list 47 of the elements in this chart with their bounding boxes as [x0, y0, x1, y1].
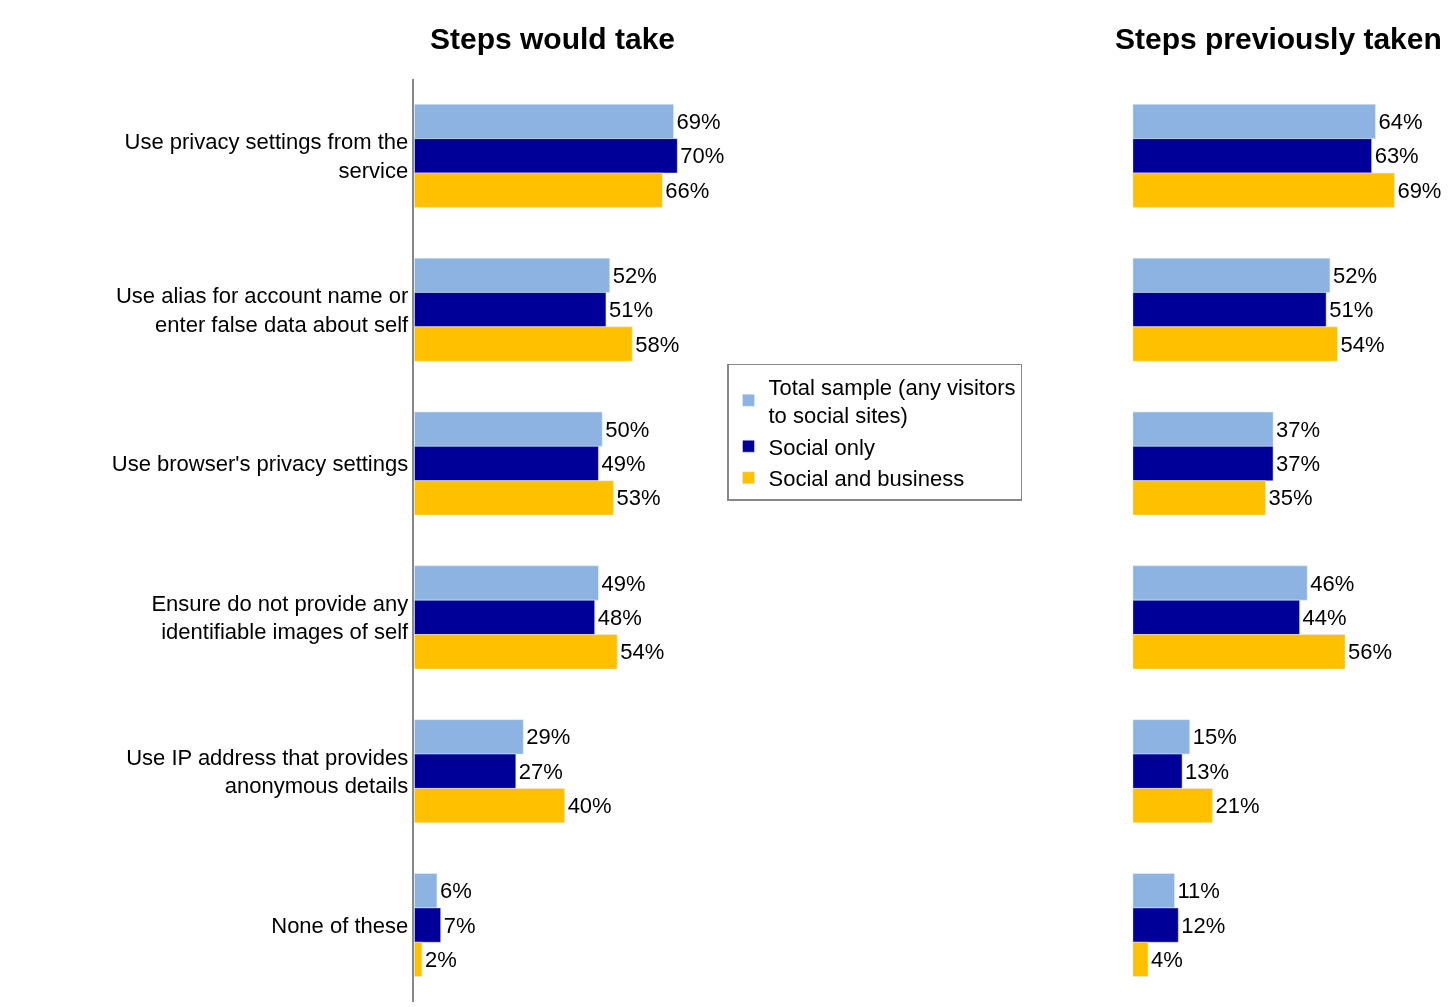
- y-tick-label: None of these: [271, 912, 409, 938]
- data-label: 56%: [1348, 639, 1393, 665]
- data-label: 4%: [1150, 946, 1183, 972]
- legend-label: Social and business: [768, 466, 965, 492]
- data-label: 49%: [601, 451, 646, 477]
- data-label: 2%: [424, 946, 457, 972]
- data-label: 6%: [439, 878, 472, 904]
- data-label: 29%: [526, 724, 571, 750]
- data-label: 52%: [1332, 262, 1377, 288]
- data-label: 54%: [620, 639, 665, 665]
- y-tick-label: Use browser's privacy settings: [111, 451, 409, 477]
- data-label: 11%: [1177, 878, 1220, 904]
- y-tick-label: Use alias for account name or enter false data about self: [115, 283, 410, 337]
- data-label: 40%: [567, 793, 612, 819]
- data-label: 21%: [1215, 793, 1260, 819]
- data-label: 53%: [616, 485, 661, 511]
- data-label: 15%: [1192, 724, 1237, 750]
- chart-title: Steps would take: [430, 22, 676, 55]
- data-label: 48%: [597, 604, 642, 630]
- data-label: 50%: [605, 416, 650, 442]
- data-label: 51%: [1329, 297, 1374, 323]
- data-label: 70%: [680, 143, 725, 169]
- data-label: 69%: [1397, 177, 1442, 203]
- y-tick-label: Use privacy settings from the service: [124, 129, 409, 183]
- data-label: 69%: [676, 108, 721, 134]
- data-label: 54%: [1340, 331, 1385, 357]
- data-label: 52%: [612, 262, 657, 288]
- data-label: 51%: [608, 297, 653, 323]
- legend-label: Total sample (any visitors to social sites): [768, 374, 1016, 429]
- data-label: 58%: [635, 331, 680, 357]
- data-label: 37%: [1276, 451, 1321, 477]
- y-tick-label: Use IP address that provides anonymous details: [126, 744, 409, 799]
- legend-label: Social only: [768, 434, 875, 460]
- data-label: 12%: [1181, 912, 1226, 938]
- data-label: 46%: [1310, 570, 1355, 596]
- data-label: 13%: [1185, 758, 1230, 784]
- data-label: 7%: [443, 912, 476, 938]
- data-label: 63%: [1374, 143, 1419, 169]
- data-label: 37%: [1276, 416, 1321, 442]
- data-label: 35%: [1268, 485, 1313, 511]
- data-label: 27%: [518, 758, 563, 784]
- data-label: 49%: [601, 570, 646, 596]
- data-label: 66%: [665, 177, 710, 203]
- data-label: 64%: [1378, 108, 1423, 134]
- y-tick-label: Ensure do not provide any identifiable images of self: [151, 590, 410, 645]
- data-label: 44%: [1302, 604, 1347, 630]
- chart-title: Steps previously taken: [1115, 22, 1442, 55]
